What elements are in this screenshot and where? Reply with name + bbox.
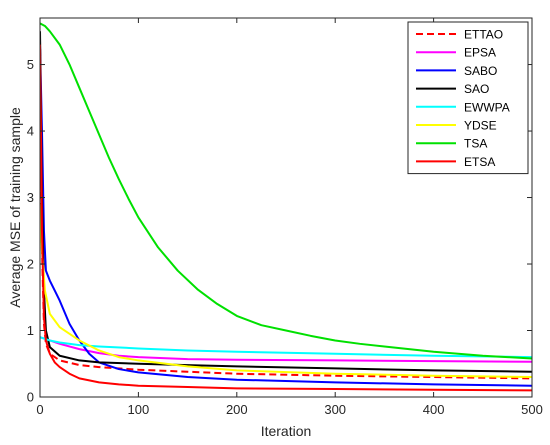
legend-box bbox=[407, 21, 529, 175]
legend-label-ettao: ETTAO bbox=[464, 28, 503, 42]
legend-label-etsa: ETSA bbox=[464, 155, 495, 169]
x-tick-label: 0 bbox=[36, 402, 43, 417]
legend-label-sabo: SABO bbox=[464, 64, 497, 78]
series-group bbox=[40, 22, 532, 392]
x-tick-label: 200 bbox=[226, 402, 248, 417]
legend-label-ewwpa: EWWPA bbox=[464, 100, 510, 114]
y-tick-label: 0 bbox=[27, 390, 34, 405]
plot-area bbox=[40, 22, 532, 392]
y-tick-label: 2 bbox=[27, 257, 34, 272]
y-tick-label: 4 bbox=[27, 124, 34, 139]
x-axis-title: Iteration bbox=[261, 423, 312, 439]
legend-label-sao: SAO bbox=[464, 82, 489, 96]
x-tick-label: 400 bbox=[423, 402, 445, 417]
x-tick-label: 300 bbox=[324, 402, 346, 417]
series-line-ydse bbox=[40, 204, 532, 379]
series-line-epsa bbox=[40, 336, 532, 363]
legend-label-tsa: TSA bbox=[464, 137, 487, 151]
x-tick-label: 100 bbox=[128, 402, 150, 417]
y-tick-label: 1 bbox=[27, 323, 34, 338]
x-tick-label: 500 bbox=[521, 402, 543, 417]
axes: 0 100 200 300 400 500 0 1 2 3 4 5 bbox=[27, 17, 543, 417]
y-tick-label: 5 bbox=[27, 57, 34, 72]
series-line-etsa bbox=[40, 44, 532, 392]
legend-label-epsa: EPSA bbox=[464, 46, 496, 60]
legend: ETTAO EPSA SABO SAO EWWPA YDSE TSA ETSA bbox=[407, 21, 529, 175]
y-tick-label: 3 bbox=[27, 190, 34, 205]
series-line-sabo bbox=[40, 44, 532, 387]
y-axis-title: Average MSE of training sample bbox=[7, 107, 23, 308]
series-line-tsa bbox=[40, 22, 532, 360]
series-line-ewwpa bbox=[40, 336, 532, 359]
legend-label-ydse: YDSE bbox=[464, 119, 497, 133]
axes-frame bbox=[39, 17, 533, 398]
